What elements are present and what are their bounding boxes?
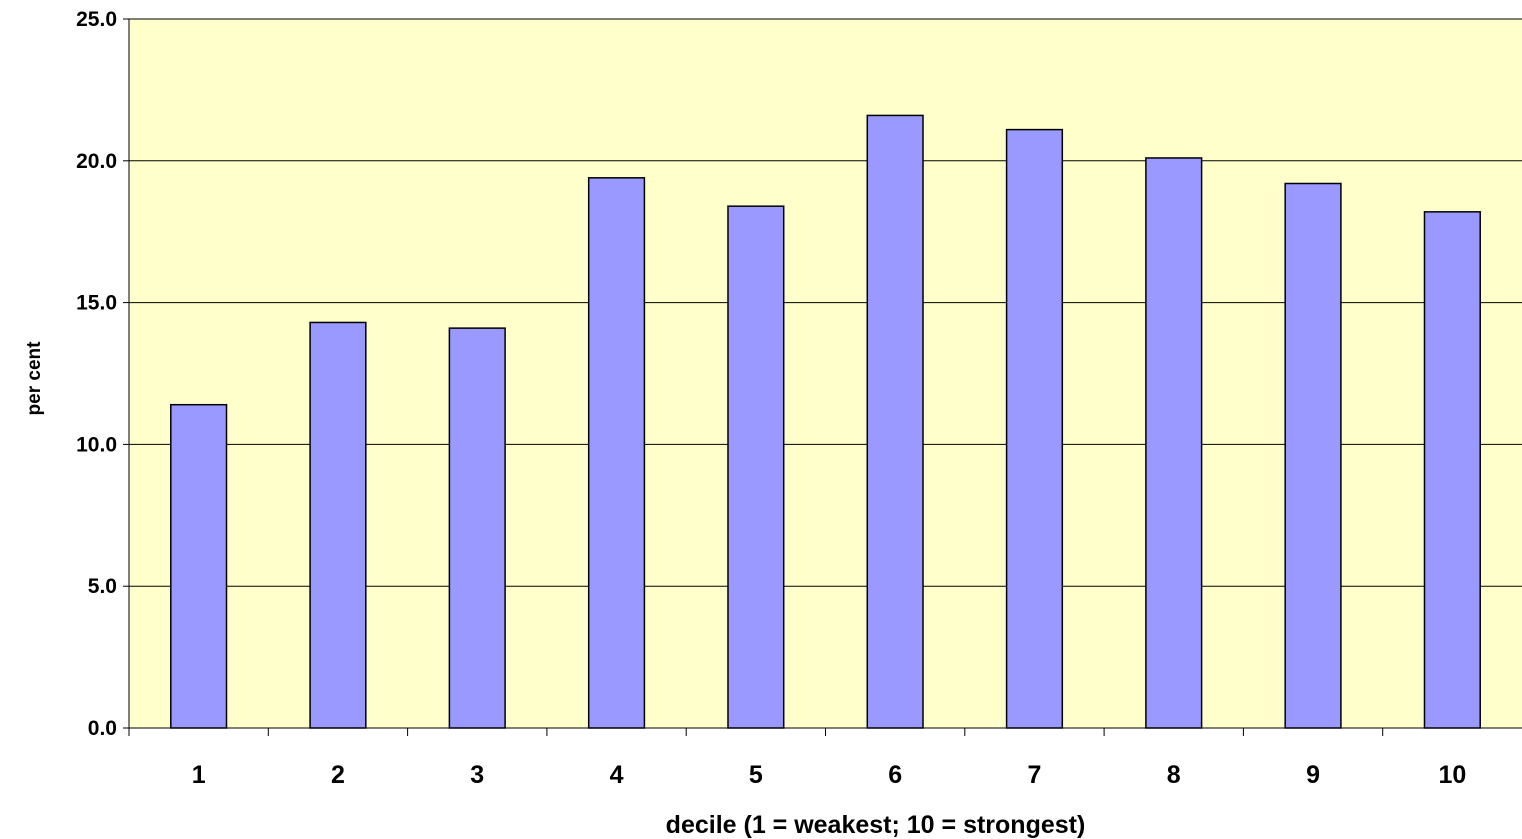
bar-decile-7 <box>1005 128 1064 729</box>
y-tick-label: 20.0 <box>76 150 117 173</box>
x-tick-label: 6 <box>888 761 902 789</box>
x-tick-label: 9 <box>1306 761 1320 789</box>
y-tick-label: 0.0 <box>88 717 117 740</box>
x-tick-label: 5 <box>749 761 763 789</box>
x-tick-label: 7 <box>1027 761 1041 789</box>
bars <box>170 114 1481 729</box>
x-tick-label: 10 <box>1438 761 1466 789</box>
bar-decile-9 <box>1284 182 1342 729</box>
y-tick-label: 15.0 <box>76 292 117 315</box>
bar-decile-2 <box>309 321 367 729</box>
bar-decile-3 <box>448 327 506 729</box>
x-tick-label: 3 <box>470 761 484 789</box>
x-axis-title: decile (1 = weakest; 10 = strongest) <box>666 811 1086 839</box>
y-tick-label: 5.0 <box>88 575 117 598</box>
bar-decile-1 <box>170 403 228 729</box>
y-tick-labels: 0.0 5.0 10.0 15.0 20.0 25.0 <box>76 8 129 740</box>
bar-decile-5 <box>727 205 785 729</box>
bar-decile-6 <box>866 114 924 729</box>
y-tick-label: 10.0 <box>76 433 117 456</box>
bar-decile-4 <box>587 177 646 729</box>
x-tick-labels: 1 2 3 4 5 6 7 8 9 10 <box>128 728 1466 789</box>
y-axis-title: per cent <box>24 341 45 416</box>
x-tick-label: 2 <box>331 761 345 789</box>
bar-decile-8 <box>1145 157 1203 729</box>
y-tick-label: 25.0 <box>76 8 117 31</box>
x-tick-label: 8 <box>1167 761 1181 789</box>
bar-decile-10 <box>1423 211 1481 729</box>
x-tick-label: 4 <box>610 761 624 789</box>
x-tick-label: 1 <box>192 761 206 789</box>
